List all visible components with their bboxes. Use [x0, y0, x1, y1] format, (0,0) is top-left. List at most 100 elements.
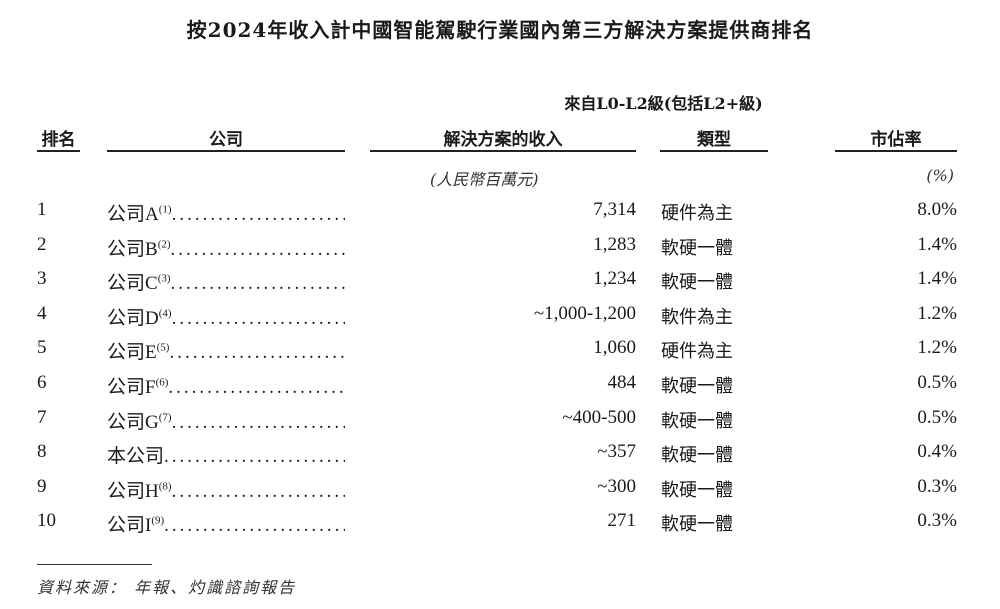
- header-revenue: 解決方案的收入: [443, 130, 563, 150]
- divider: [37, 150, 80, 152]
- leader-dots: ..........................: [164, 446, 345, 468]
- rank: 3: [37, 268, 47, 290]
- footnote-ref: (7): [158, 411, 172, 424]
- type: 硬件為主: [661, 203, 733, 224]
- company-name: 本公司: [107, 446, 165, 468]
- market-share: 0.3%: [917, 475, 957, 497]
- revenue: ~300: [597, 475, 636, 497]
- market-share: 1.2%: [917, 302, 957, 324]
- footnote-divider: [37, 564, 152, 565]
- revenue: 1,283: [593, 233, 636, 255]
- company: 公司C(3)..........................: [107, 268, 345, 295]
- company-name: 公司D: [107, 307, 159, 329]
- table-row: 2 公司B(2).......................... 1,283…: [0, 234, 1000, 264]
- company-name: 公司E: [107, 342, 157, 364]
- rank: 8: [37, 441, 47, 463]
- revenue: 1,234: [593, 268, 636, 290]
- footnote-ref: (6): [155, 376, 169, 389]
- company: 本公司..........................: [107, 441, 345, 468]
- company: 公司F(6)..........................: [107, 372, 345, 399]
- revenue: ~357: [597, 441, 636, 463]
- company-name: 公司F: [107, 377, 156, 398]
- company: 公司D(4)..........................: [107, 303, 345, 330]
- unit-revenue: (人民幣百萬元): [430, 170, 539, 189]
- company: 公司I(9)..........................: [107, 510, 345, 537]
- leader-dots: ..........................: [171, 307, 345, 329]
- company-name: 公司G: [107, 411, 159, 433]
- footnote-ref: (8): [158, 480, 172, 493]
- revenue: 271: [607, 510, 637, 532]
- revenue: ~400-500: [562, 406, 636, 428]
- divider: [660, 150, 768, 152]
- table-row: 4 公司D(4).......................... ~1,00…: [0, 303, 1000, 333]
- market-share: 0.5%: [917, 372, 957, 393]
- company: 公司H(8)..........................: [107, 476, 345, 503]
- unit-share: (%): [926, 166, 954, 185]
- market-share: 1.4%: [917, 233, 957, 255]
- header-company: 公司: [209, 130, 243, 150]
- company-name: 公司B: [107, 238, 158, 260]
- table-row: 6 公司F(6).......................... 484 軟…: [0, 372, 1000, 402]
- rank: 5: [37, 337, 47, 359]
- leader-dots: ..........................: [170, 273, 345, 295]
- company-name: 公司I: [107, 515, 152, 537]
- type: 硬件為主: [661, 341, 733, 363]
- leader-dots: ..........................: [164, 515, 345, 537]
- revenue: 1,060: [593, 337, 636, 359]
- divider: [107, 150, 345, 152]
- footnote-ref: (2): [157, 238, 171, 251]
- leader-dots: ..........................: [168, 377, 345, 398]
- divider: [370, 150, 636, 152]
- footnote-ref: (4): [158, 307, 172, 320]
- company: 公司B(2)..........................: [107, 234, 345, 261]
- footnote-ref: (1): [158, 203, 172, 216]
- type: 軟硬一體: [661, 237, 733, 259]
- market-share: 0.4%: [917, 441, 957, 463]
- company: 公司G(7)..........................: [107, 407, 345, 434]
- leader-dots: ..........................: [170, 238, 345, 260]
- company: 公司A(1)..........................: [107, 199, 345, 226]
- header-share: 市佔率: [870, 130, 922, 150]
- rank: 4: [37, 302, 47, 324]
- rank: 7: [37, 406, 47, 428]
- type: 軟硬一體: [661, 445, 733, 467]
- header-rank: 排名: [41, 130, 76, 150]
- market-share: 1.4%: [917, 268, 957, 290]
- page-title: 按2024年收入計中國智能駕駛行業國內第三方解決方案提供商排名: [186, 18, 814, 42]
- market-share: 0.3%: [917, 510, 957, 532]
- table-row: 5 公司E(5).......................... 1,060…: [0, 337, 1000, 367]
- company-name: 公司A: [107, 204, 159, 225]
- table-row: 3 公司C(3).......................... 1,234…: [0, 268, 1000, 298]
- table-row: 10 公司I(9).......................... 271 …: [0, 510, 1000, 540]
- header-type: 類型: [697, 130, 731, 150]
- company-name: 公司C: [107, 273, 158, 295]
- footnote-ref: (3): [157, 272, 171, 285]
- rank: 10: [37, 510, 56, 532]
- revenue: ~1,000-1,200: [533, 302, 636, 324]
- market-share: 0.5%: [917, 406, 957, 428]
- company: 公司E(5)..........................: [107, 337, 345, 364]
- leader-dots: ..........................: [169, 342, 345, 364]
- rank: 1: [37, 199, 47, 220]
- leader-dots: ..........................: [171, 204, 345, 225]
- type: 軟硬一體: [661, 479, 733, 501]
- company-name: 公司H: [107, 480, 159, 502]
- column-group-header: 來自L0-L2級(包括L2+級): [564, 94, 763, 113]
- divider: [835, 150, 957, 152]
- type: 軟硬一體: [661, 410, 733, 432]
- type: 軟硬一體: [661, 272, 733, 294]
- type: 軟件為主: [661, 306, 733, 328]
- market-share: 8.0%: [917, 199, 957, 220]
- type: 軟硬一體: [661, 514, 733, 536]
- revenue: 7,314: [593, 199, 636, 220]
- rank: 9: [37, 475, 47, 497]
- revenue: 484: [607, 372, 637, 393]
- footnote-ref: (9): [151, 515, 165, 528]
- footnote-ref: (5): [156, 342, 170, 355]
- table-row: 7 公司G(7).......................... ~400-…: [0, 407, 1000, 437]
- type: 軟硬一體: [661, 376, 733, 397]
- leader-dots: ..........................: [171, 480, 345, 502]
- table-row: 8 本公司.......................... ~357 軟硬一…: [0, 441, 1000, 471]
- source-note: 資料來源： 年報、灼識諮詢報告: [37, 578, 297, 597]
